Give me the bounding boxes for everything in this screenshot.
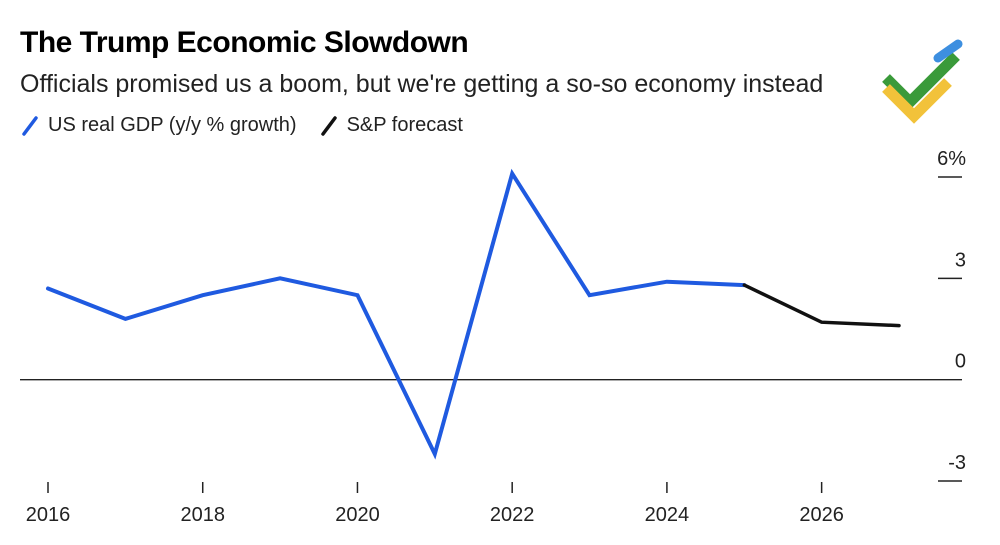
legend-swatch-forecast — [320, 115, 337, 136]
x-tick-label: 2018 — [180, 504, 225, 526]
x-tick-label: 2020 — [335, 504, 380, 526]
legend-label-gdp: US real GDP (y/y % growth) — [48, 114, 297, 136]
chart-subtitle: Officials promised us a boom, but we're … — [20, 70, 824, 98]
y-tick-label: 0 — [955, 351, 966, 373]
y-tick-label: 6% — [937, 148, 966, 170]
chart-title: The Trump Economic Slowdown — [20, 26, 469, 59]
x-tick-label: 2022 — [490, 504, 535, 526]
chart-legend: US real GDP (y/y % growth) S&P forecast — [20, 114, 485, 137]
series-line-gdp — [46, 168, 747, 460]
y-tick-label: 3 — [955, 249, 966, 271]
x-tick-label: 2026 — [799, 504, 844, 526]
legend-label-forecast: S&P forecast — [346, 114, 463, 136]
legend-item-forecast: S&P forecast — [319, 114, 463, 137]
legend-swatch-gdp — [22, 115, 38, 136]
x-tick-label: 2024 — [645, 504, 690, 526]
series-line-forecast — [742, 283, 901, 328]
legend-item-gdp: US real GDP (y/y % growth) — [20, 114, 297, 137]
x-tick-label: 2016 — [26, 504, 71, 526]
y-tick-label: -3 — [948, 452, 966, 474]
brand-logo-icon — [882, 39, 963, 124]
